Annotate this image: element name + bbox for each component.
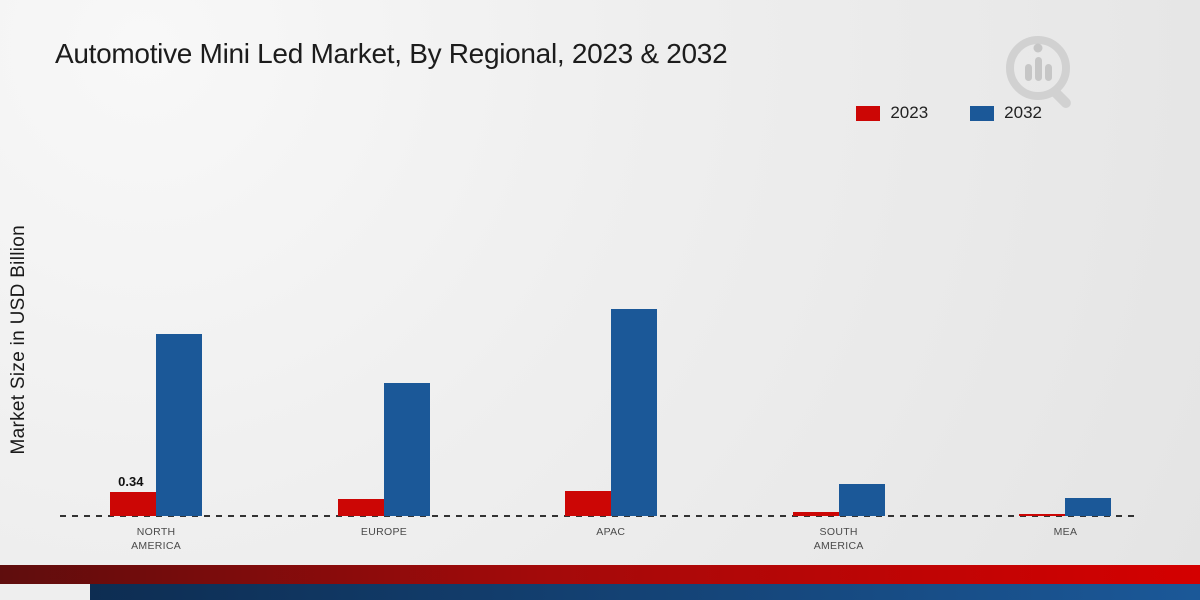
bar-2032-south-america (838, 484, 885, 516)
legend-item-2032: 2032 (970, 103, 1042, 123)
bar-2032-north-america (156, 334, 203, 516)
category-label-north-america: NORTH AMERICA (131, 526, 182, 553)
bar-2023-north-america: 0.34 (110, 474, 157, 516)
legend-item-2023: 2023 (856, 103, 928, 123)
category-label-south-america: SOUTH AMERICA (813, 526, 864, 553)
legend-label-2023: 2023 (890, 103, 929, 122)
bar-group-europe: EUROPE (338, 383, 430, 538)
bar-2023-europe (338, 499, 384, 516)
legend-label-2032: 2032 (1004, 103, 1042, 122)
y-axis-label: Market Size in USD Billion (8, 225, 29, 455)
bar-group-south-america: SOUTH AMERICA (792, 484, 885, 552)
plot-area: 0.34 NORTH AMERICA EUROPE APAC SOUTH AMERICA… (60, 140, 1140, 552)
category-label-mea: MEA (1053, 526, 1078, 538)
legend-swatch-2023-icon (856, 105, 881, 121)
footer-blue-band (90, 584, 1200, 600)
bar-2032-mea (1065, 498, 1112, 516)
bar-2032-europe (384, 383, 430, 516)
category-label-apac: APAC (596, 526, 626, 538)
bar-value-label-north-america: 0.34 (118, 474, 144, 489)
bar-2023-south-america (792, 512, 839, 516)
market-research-logo-icon (996, 30, 1088, 119)
bar-group-mea: MEA (1019, 498, 1112, 538)
footer-red-band (0, 565, 1200, 584)
bar-group-apac: APAC (564, 309, 657, 538)
bar-2023-apac (564, 491, 611, 516)
legend: 2023 2032 (856, 103, 1042, 123)
bar-group-north-america: 0.34 NORTH AMERICA (110, 334, 203, 552)
x-axis-baseline (60, 515, 1140, 517)
category-label-europe: EUROPE (360, 526, 408, 538)
bar-2032-apac (610, 309, 657, 516)
chart-title: Automotive Mini Led Market, By Regional,… (55, 38, 728, 69)
bar-2023-mea (1019, 514, 1066, 516)
legend-swatch-2032-icon (970, 105, 995, 121)
